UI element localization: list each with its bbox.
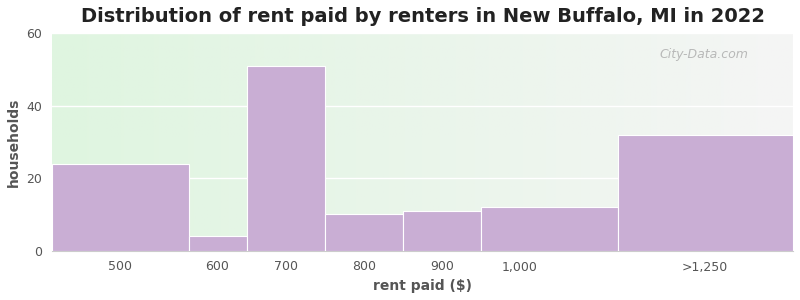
Bar xyxy=(403,211,481,251)
X-axis label: rent paid ($): rent paid ($) xyxy=(373,279,472,293)
Bar xyxy=(52,164,189,251)
Bar xyxy=(481,207,618,251)
Text: City-Data.com: City-Data.com xyxy=(660,48,749,61)
Bar xyxy=(618,135,793,251)
Bar xyxy=(325,214,403,251)
Title: Distribution of rent paid by renters in New Buffalo, MI in 2022: Distribution of rent paid by renters in … xyxy=(81,7,765,26)
Y-axis label: households: households xyxy=(7,97,21,187)
Bar xyxy=(247,66,325,251)
Bar xyxy=(189,236,247,251)
